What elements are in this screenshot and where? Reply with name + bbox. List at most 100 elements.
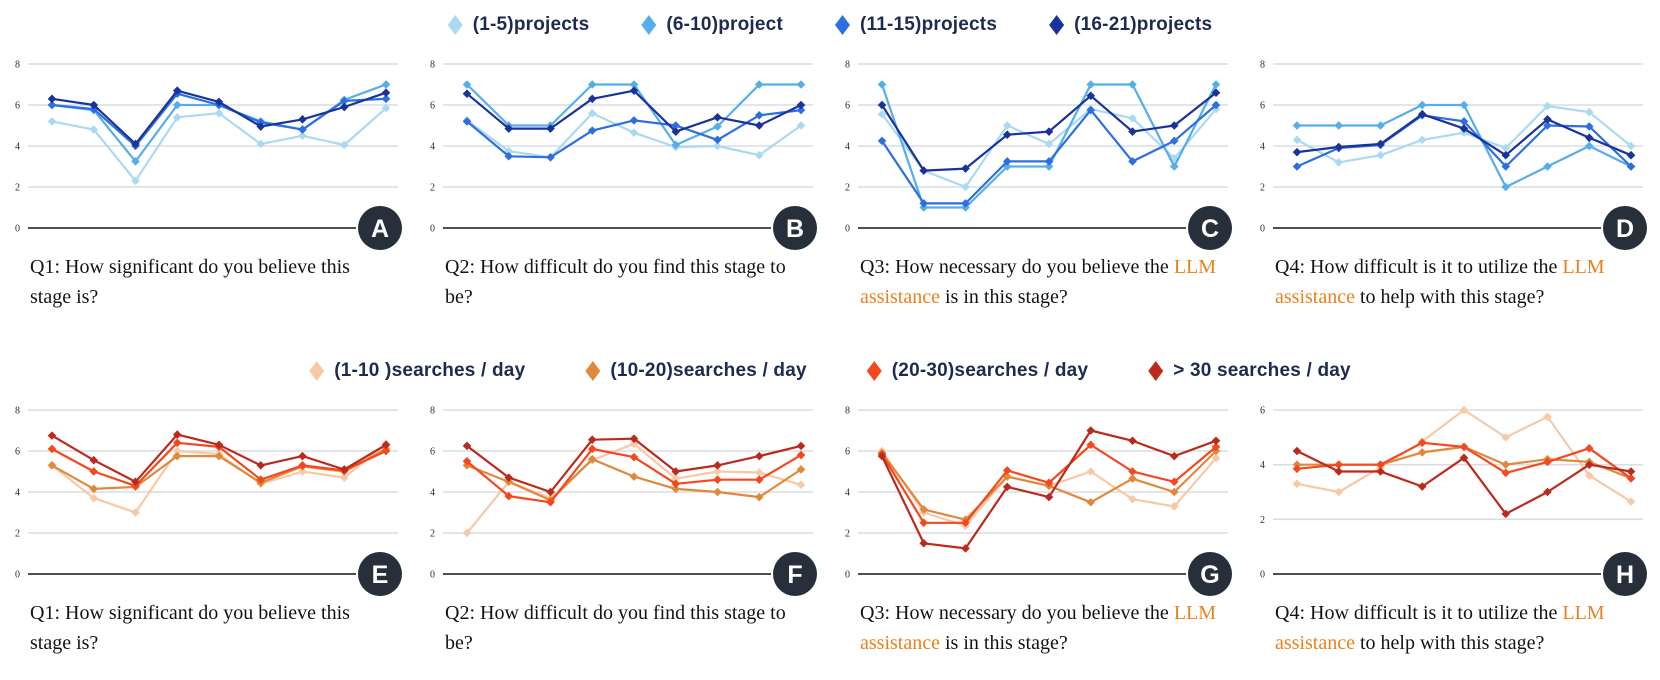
- caption-text: Q2: How difficult do you find this stage…: [445, 256, 786, 308]
- caption-text: Q4: How difficult is it to utilize the: [1275, 256, 1563, 278]
- legend-item-projects: (16-21)projects: [1049, 14, 1212, 36]
- caption-text: Q3: How necessary do you believe the: [860, 602, 1174, 624]
- diamond-icon: [309, 361, 325, 381]
- caption-text: is in this stage?: [939, 286, 1068, 308]
- caption-accent-text: LLM assistance: [1275, 602, 1605, 654]
- y-tick-label: 2: [430, 529, 435, 540]
- y-tick-label: 0: [430, 224, 435, 235]
- chart-A-plot: 8 6 4 2 0 A: [15, 60, 402, 250]
- chart-C-plot: 8 6 4 2 0 C: [845, 60, 1232, 250]
- y-tick-label: 4: [1260, 460, 1265, 471]
- diamond-icon: [1148, 361, 1164, 381]
- chart-D-caption: Q4: How difficult is it to utilize the L…: [1245, 240, 1660, 346]
- chart-G-caption: Q3: How necessary do you believe the LLM…: [830, 586, 1245, 680]
- chart-panel-A: 8 6 4 2 0 A: [0, 50, 415, 250]
- legend-searches: (1-10 )searches / day (10-20)searches / d…: [0, 346, 1660, 396]
- chart-D-plot: 8 6 4 2 0 D: [1260, 60, 1647, 250]
- panel-badge-letter: E: [372, 561, 389, 589]
- y-tick-label: 4: [845, 488, 850, 499]
- series-line: [51, 83, 387, 163]
- y-tick-label: 6: [1260, 101, 1265, 112]
- chart-C-caption: Q3: How necessary do you believe the LLM…: [830, 240, 1245, 346]
- chart-panel-H: 6 4 2 0 H: [1245, 396, 1660, 596]
- y-tick-label: 0: [845, 570, 850, 581]
- caption-accent-text: LLM assistance: [860, 602, 1217, 654]
- y-tick-label: 0: [15, 570, 20, 581]
- legend-item-projects: (11-15)projects: [834, 14, 998, 36]
- panel-badge-letter: D: [1616, 215, 1634, 243]
- y-tick-label: 8: [15, 406, 20, 417]
- caption-accent-text: LLM assistance: [860, 256, 1217, 308]
- y-tick-label: 6: [430, 101, 435, 112]
- legend-label: (20-30)searches / day: [891, 360, 1089, 381]
- series-markers: [877, 104, 1221, 192]
- series-markers: [47, 86, 391, 149]
- y-tick-label: 4: [430, 142, 435, 153]
- legend-label: > 30 searches / day: [1173, 360, 1351, 381]
- legend-projects: (1-5)projects (6-10)project (11-15)project…: [0, 0, 1660, 50]
- caption-text: Q4: How difficult is it to utilize the: [1275, 602, 1563, 624]
- y-tick-label: 6: [845, 101, 850, 112]
- y-tick-label: 4: [845, 142, 850, 153]
- series-markers: [47, 430, 391, 487]
- chart-row-bottom: 8 6 4 2 0 E 8 6 4 2 0 F 8 6 4 2 0 G 6 4 2 0 H: [0, 396, 1660, 596]
- panel-badge-letter: A: [371, 215, 389, 243]
- diamond-icon: [834, 15, 850, 35]
- y-tick-label: 0: [1260, 224, 1265, 235]
- y-tick-label: 6: [15, 447, 20, 458]
- y-tick-label: 2: [845, 183, 850, 194]
- series-markers: [1292, 101, 1636, 167]
- series-markers: [877, 88, 1221, 175]
- chart-F-plot: 8 6 4 2 0 F: [430, 406, 817, 596]
- caption-text: is in this stage?: [939, 632, 1068, 654]
- y-tick-label: 0: [1260, 570, 1265, 581]
- diamond-icon: [866, 361, 882, 381]
- caption-text: to help with this stage?: [1354, 286, 1545, 308]
- y-tick-label: 8: [430, 406, 435, 417]
- caption-text: Q3: How necessary do you believe the: [860, 256, 1174, 278]
- series-markers: [47, 80, 391, 166]
- y-tick-label: 2: [1260, 515, 1265, 526]
- legend-label: (6-10)project: [666, 14, 783, 35]
- y-tick-label: 0: [430, 570, 435, 581]
- panel-badge-E: [358, 552, 402, 596]
- diamond-icon: [585, 361, 601, 381]
- caption-row-top: Q1: How significant do you believe this …: [0, 240, 1660, 346]
- y-tick-label: 8: [15, 60, 20, 71]
- y-tick-label: 8: [845, 406, 850, 417]
- chart-E-plot: 8 6 4 2 0 E: [15, 406, 402, 596]
- y-tick-label: 4: [15, 488, 20, 499]
- series-markers: [47, 444, 391, 494]
- series-markers: [1292, 438, 1636, 483]
- chart-panel-F: 8 6 4 2 0 F: [415, 396, 830, 596]
- series-markers: [462, 105, 806, 162]
- legend-item-projects: (6-10)project: [641, 14, 783, 36]
- panel-badge-letter: C: [1201, 215, 1219, 243]
- y-tick-label: 8: [845, 60, 850, 71]
- legend-label: (10-20)searches / day: [610, 360, 807, 381]
- chart-F-caption: Q2: How difficult do you find this stage…: [415, 586, 830, 680]
- legend-label: (1-5)projects: [472, 14, 590, 35]
- diamond-icon: [641, 15, 657, 35]
- y-tick-label: 8: [430, 60, 435, 71]
- panel-badge-B: [773, 206, 817, 250]
- y-tick-label: 6: [1260, 406, 1265, 417]
- y-tick-label: 6: [15, 101, 20, 112]
- chart-E-caption: Q1: How significant do you believe this …: [0, 586, 415, 680]
- y-tick-label: 4: [430, 488, 435, 499]
- diamond-icon: [447, 15, 463, 35]
- legend-item-searches: > 30 searches / day: [1148, 360, 1351, 382]
- legend-label: (11-15)projects: [859, 14, 998, 35]
- panel-badge-F: [773, 552, 817, 596]
- chart-panel-G: 8 6 4 2 0 G: [830, 396, 1245, 596]
- series-line: [881, 104, 1217, 205]
- chart-panel-E: 8 6 4 2 0 E: [0, 396, 415, 596]
- chart-row-top: 8 6 4 2 0 A 8 6 4 2 0 B 8 6 4 2 0 C 8 6 4 2 0 D: [0, 50, 1660, 250]
- panel-badge-letter: G: [1200, 561, 1219, 589]
- series-markers: [1292, 110, 1636, 171]
- panel-badge-letter: H: [1616, 561, 1634, 589]
- series-markers: [462, 108, 806, 162]
- y-tick-label: 8: [1260, 60, 1265, 71]
- legend-item-searches: (20-30)searches / day: [866, 360, 1089, 382]
- y-tick-label: 2: [430, 183, 435, 194]
